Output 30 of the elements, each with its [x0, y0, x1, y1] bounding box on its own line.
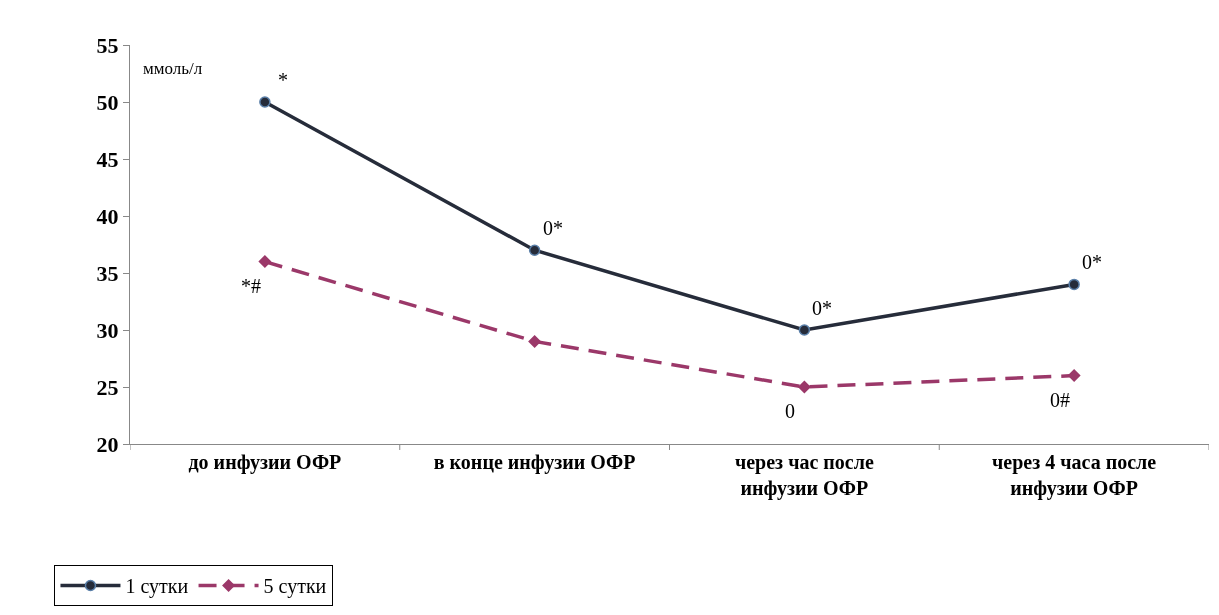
point — [528, 334, 542, 348]
point — [1068, 278, 1080, 291]
annotation: *# — [241, 275, 261, 297]
point — [259, 96, 271, 108]
x-tick-label: в конце инфузии ОФР — [433, 451, 636, 474]
annotation: 0# — [1050, 389, 1070, 411]
annotation: * — [278, 69, 288, 91]
point — [528, 244, 541, 256]
legend-label: 5 сутки — [263, 575, 327, 599]
y-tick-label: 20 — [96, 431, 119, 457]
annotation: 0* — [1082, 251, 1102, 273]
legend-label: 1 сутки — [125, 575, 189, 599]
y-tick-label: 55 — [96, 32, 119, 58]
y-tick-label: 45 — [96, 146, 119, 172]
y-tick-label: 50 — [96, 89, 119, 115]
point — [258, 255, 272, 269]
y-axis-title: ммоль/л — [143, 59, 203, 78]
x-tick-label: через час после инфузии ОФР — [734, 451, 874, 500]
point — [798, 324, 811, 336]
annotation: 0* — [543, 217, 563, 239]
y-tick-label: 40 — [96, 203, 119, 229]
x-tick-label: через 4 часа после инфузии ОФР — [992, 451, 1157, 500]
annotation: 0 — [785, 400, 795, 422]
y-tick-label: 30 — [96, 317, 119, 343]
point — [1067, 369, 1081, 383]
y-tick-label: 25 — [96, 374, 119, 400]
x-tick-label: до инфузии ОФР — [188, 451, 342, 474]
point — [797, 380, 811, 394]
annotation: 0* — [812, 297, 832, 319]
y-tick-label: 35 — [96, 260, 119, 286]
